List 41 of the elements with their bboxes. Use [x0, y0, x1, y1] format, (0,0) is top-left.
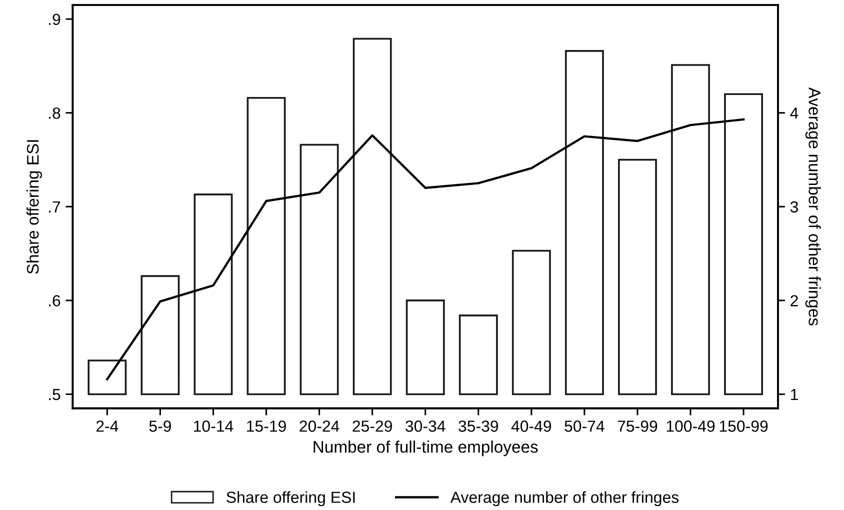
bar	[246, 96, 286, 396]
bar	[564, 50, 604, 396]
x-tick-label: 35-39	[458, 420, 498, 432]
x-axis-title: Number of full-time employees	[314, 440, 538, 456]
x-tick-label: 30-34	[406, 420, 446, 432]
x-tick-label: 50-74	[564, 420, 604, 432]
bar	[618, 158, 657, 396]
bar	[458, 314, 498, 396]
bar	[300, 144, 339, 396]
x-tick-label: 2-4	[96, 420, 118, 432]
y2-tick-label: 3	[790, 201, 798, 213]
bar	[88, 360, 127, 396]
bar	[671, 64, 710, 396]
y2-axis-title: Average number of other fringes	[805, 87, 821, 326]
x-tick-label: 5-9	[149, 420, 171, 432]
x-tick-label: 75-99	[618, 420, 658, 432]
x-tick-label: 25-29	[352, 420, 392, 432]
y-axis-title: Share offering ESI	[26, 140, 42, 274]
bar	[724, 93, 763, 396]
x-tick-label: 20-24	[300, 420, 340, 432]
y2-tick-label: 4	[790, 108, 798, 119]
x-tick-label: 100-49	[666, 420, 715, 432]
y2-tick-label: 2	[790, 295, 798, 306]
legend-label: Share offering ESI	[226, 491, 355, 506]
x-tick-label: 15-19	[247, 420, 286, 432]
x-tick-label: 10-14	[194, 420, 234, 432]
bar	[512, 250, 551, 396]
bar	[352, 38, 392, 396]
y-tick-label: .9	[49, 14, 60, 26]
y-tick-label: .6	[49, 295, 60, 306]
bar	[194, 194, 233, 396]
legend-label: Average number of other fringes	[450, 491, 679, 506]
y-tick-label: .8	[49, 107, 60, 119]
y-tick-label: .7	[49, 201, 60, 212]
y-tick-label: .5	[49, 389, 60, 400]
x-tick-label: 150-99	[720, 420, 768, 432]
bar	[140, 275, 180, 396]
y2-tick-label: 1	[791, 389, 798, 400]
x-tick-label: 40-49	[511, 420, 552, 432]
bar	[406, 300, 445, 396]
line-series	[106, 118, 745, 380]
